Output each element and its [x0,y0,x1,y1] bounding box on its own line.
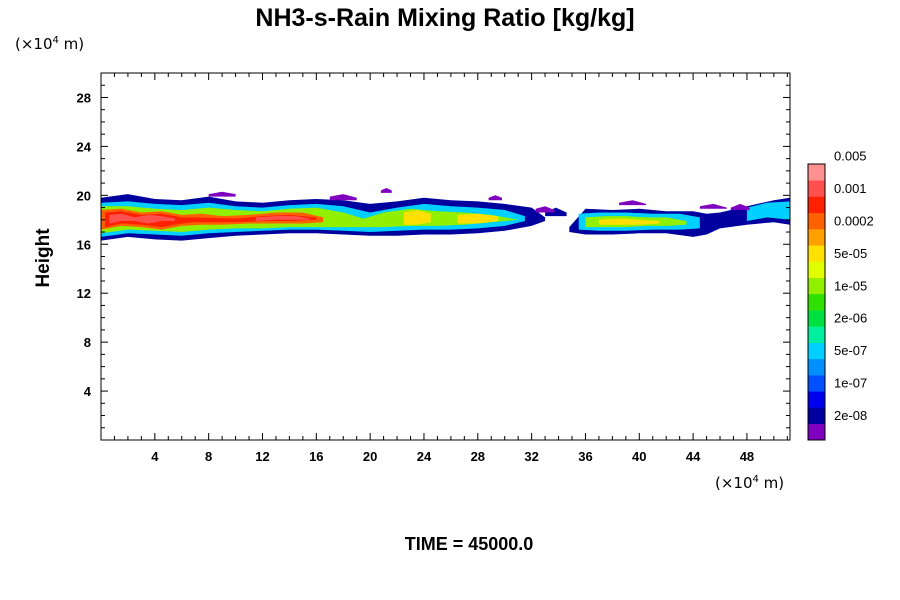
y-tick-label: 4 [84,384,92,399]
y-tick-label: 8 [84,335,91,350]
colorbar-label: 2e-08 [834,408,867,423]
y-unit-label: (×104 m) [15,35,84,53]
plot-frame [100,72,791,441]
time-label: TIME = 45000.0 [405,534,534,554]
y-tick-label: 24 [77,139,92,154]
colorbar-swatch [808,391,825,408]
colorbar-label: 0.005 [834,148,867,163]
colorbar-label: 1e-05 [834,278,867,293]
x-tick-label: 32 [524,449,538,464]
x-tick-label: 48 [740,449,754,464]
x-tick-label: 28 [471,449,485,464]
contour-region [329,194,357,201]
colorbar-label: 2e-06 [834,311,867,326]
contour-region [535,206,555,213]
y-axis-label: Height [33,228,54,288]
colorbar-swatch [808,326,825,343]
colorbar-swatch [808,310,825,327]
contour-region [545,207,567,217]
colorbar-swatch [808,358,825,376]
colorbar-swatch [808,407,825,425]
y-tick-label: 12 [77,286,91,301]
x-tick-label: 40 [632,449,646,464]
contour-region [746,201,790,221]
y-tick-label: 20 [77,188,91,203]
x-tick-label: 4 [151,449,159,464]
colorbar-swatch [808,342,825,360]
contour-region [403,210,431,225]
colorbar-swatch [808,180,825,197]
contour-region [208,191,236,197]
y-axis: 4 8 12 16 20 24 28 [77,84,790,429]
contour-region [255,216,310,221]
contour-region [105,211,317,228]
x-tick-label: 36 [578,449,592,464]
x-tick-label: 12 [255,449,269,464]
chart-title: NH3-s-Rain Mixing Ratio [kg/kg] [255,4,634,32]
colorbar-label: 0.001 [834,181,867,196]
colorbar-swatch [808,164,825,181]
x-tick-label: 24 [417,449,432,464]
y-tick-label: 28 [77,90,91,105]
x-tick-label: 20 [363,449,377,464]
contour-region [457,213,498,224]
colorbar-swatch [808,293,825,311]
colorbar-swatch [808,277,825,295]
x-tick-label: 16 [309,449,323,464]
contour-region [598,218,660,225]
colorbar: 2e-08 1e-07 5e-07 2e-06 1e-05 5e-05 0.0002 0.00… [807,148,874,441]
contour-region [488,195,502,201]
colorbar-swatch [808,375,825,392]
colorbar-swatch [808,245,825,262]
colorbar-label: 1e-07 [834,376,867,391]
plot-area [101,188,790,241]
colorbar-label: 5e-05 [834,246,867,261]
contour-region [109,213,175,224]
colorbar-swatch [808,196,825,214]
x-axis: 4 8 12 16 20 24 28 32 36 40 44 48 [113,73,788,464]
colorbar-frame [807,163,826,441]
y-tick-label: 16 [77,237,91,252]
contour-region [730,203,750,210]
colorbar-swatch [808,261,825,278]
x-tick-label: 44 [686,449,701,464]
colorbar-swatch [808,423,825,441]
contour-region [619,200,646,206]
x-unit-label: (×104 m) [715,474,784,492]
colorbar-swatch [808,212,825,230]
colorbar-label: 5e-07 [834,343,867,358]
contour-region [380,188,392,193]
contour-region [699,203,727,209]
colorbar-swatch [808,228,825,246]
x-tick-label: 8 [205,449,212,464]
colorbar-label: 0.0002 [834,213,874,228]
